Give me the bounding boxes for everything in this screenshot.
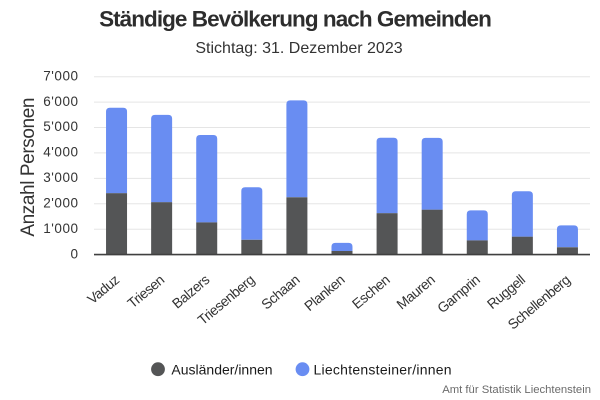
svg-text:Ausländer/innen: Ausländer/innen <box>171 362 272 378</box>
svg-text:0: 0 <box>71 246 79 261</box>
svg-text:6'000: 6'000 <box>43 94 78 109</box>
svg-text:Liechtensteiner/innen: Liechtensteiner/innen <box>314 362 452 378</box>
svg-text:Anzahl Personen: Anzahl Personen <box>18 98 39 237</box>
svg-text:4'000: 4'000 <box>43 145 78 160</box>
svg-text:Amt für Statistik Liechtenstei: Amt für Statistik Liechtenstein <box>442 384 591 396</box>
svg-text:Stichtag: 31. Dezember 2023: Stichtag: 31. Dezember 2023 <box>195 40 402 57</box>
svg-text:1'000: 1'000 <box>43 221 78 236</box>
svg-text:5'000: 5'000 <box>43 119 78 134</box>
svg-text:7'000: 7'000 <box>43 68 78 83</box>
svg-text:Ständige Bevölkerung nach Geme: Ständige Bevölkerung nach Gemeinden <box>99 7 491 32</box>
svg-text:2'000: 2'000 <box>43 196 78 211</box>
svg-text:3'000: 3'000 <box>43 170 78 185</box>
